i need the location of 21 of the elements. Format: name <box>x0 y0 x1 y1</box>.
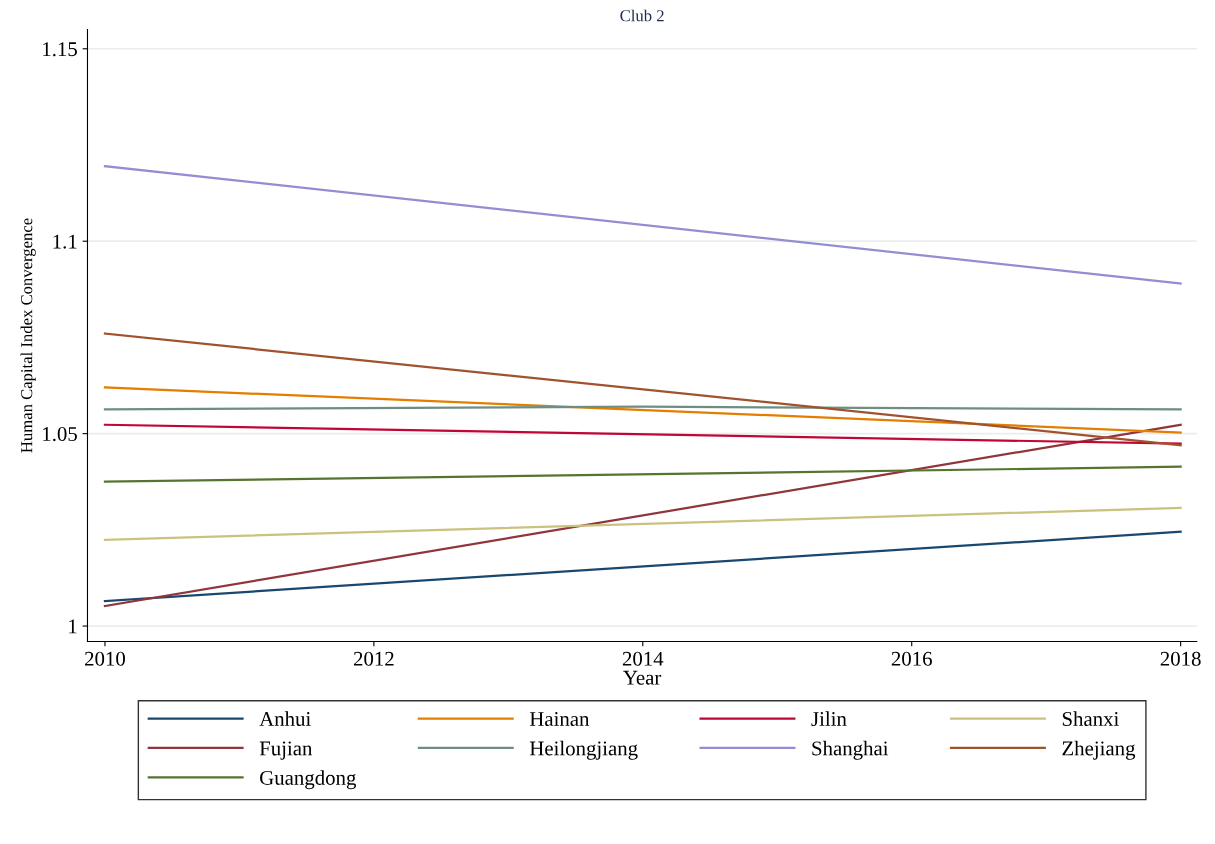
legend-label: Heilongjiang <box>529 740 638 760</box>
x-tick-label: 2016 <box>891 651 932 666</box>
legend-label: Hainan <box>529 712 590 727</box>
y-axis-title: Human Capital Index Convergence <box>20 218 36 453</box>
x-tick-label: 2014 <box>622 651 664 666</box>
x-tick-label: 2018 <box>1160 651 1201 666</box>
legend-label: Shanxi <box>1062 711 1119 727</box>
y-tick-label: 1.05 <box>43 427 77 442</box>
x-tick-label: 2012 <box>353 651 394 666</box>
legend-label: Fujian <box>259 741 313 760</box>
x-tick-label: 2010 <box>85 651 125 666</box>
x-axis-title: Year <box>623 670 662 685</box>
legend-label: Zhejiang <box>1062 740 1136 760</box>
y-tick-label: 1 <box>69 619 77 634</box>
legend-label: Shanghai <box>812 740 889 760</box>
legend-label: Jilin <box>811 711 847 727</box>
y-tick-label: 1.15 <box>43 42 77 57</box>
y-tick-label: 1.1 <box>53 234 77 249</box>
legend-label: Guangdong <box>260 770 356 790</box>
legend-label: Anhui <box>259 711 311 727</box>
chart-title: Club 2 <box>620 9 664 22</box>
